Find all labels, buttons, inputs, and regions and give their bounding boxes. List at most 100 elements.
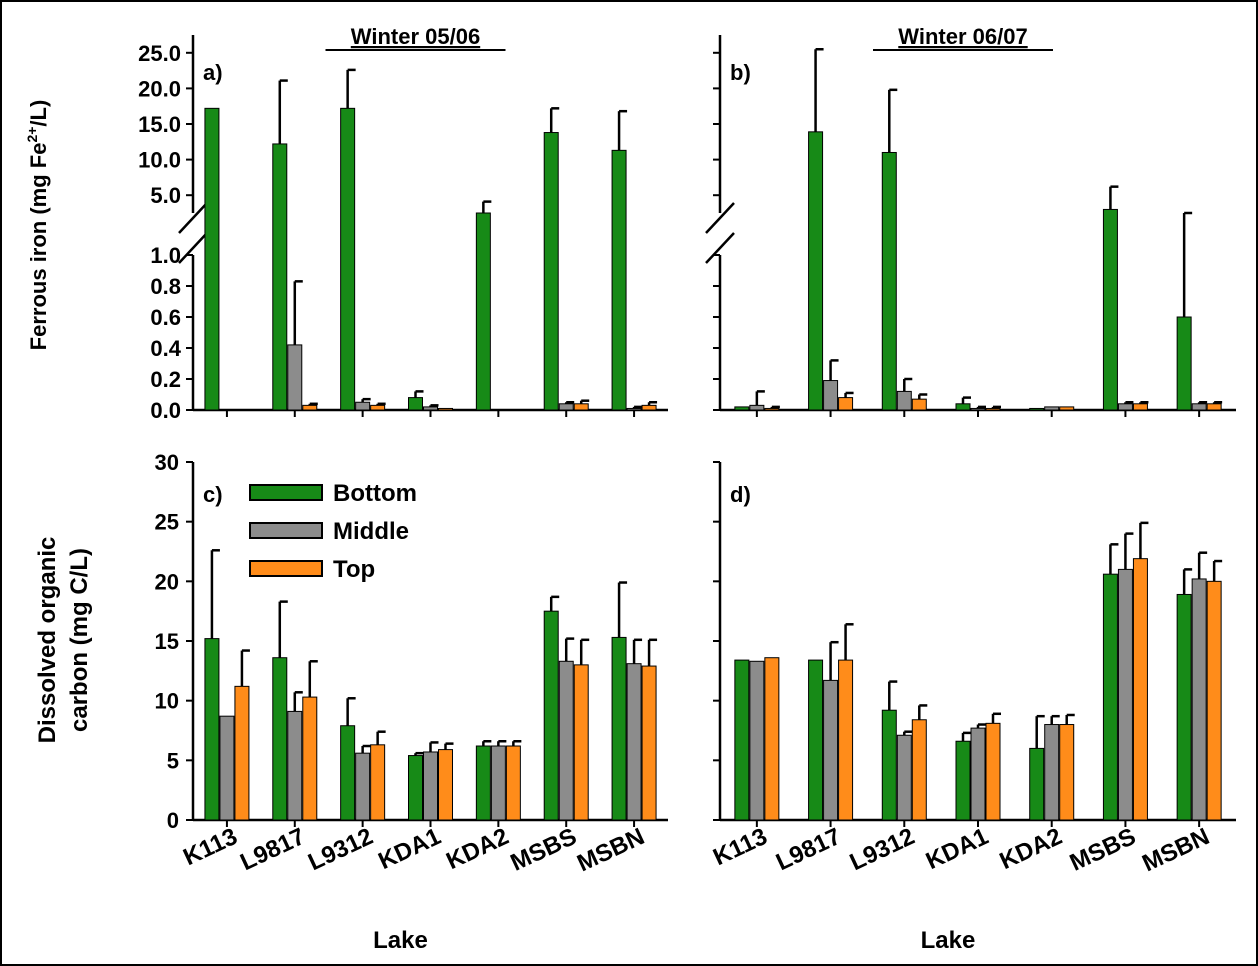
bar-b-msbs-bottom [1102, 208, 1118, 411]
bar-c-k113-middle [219, 715, 235, 821]
bar-d-kda2-bottom [1029, 747, 1045, 821]
axis-break-upper-b [705, 202, 735, 234]
legend-label-middle: Middle [333, 518, 409, 545]
bar-b-kda2-bottom [1029, 407, 1045, 411]
bar-d-kda1-middle [970, 727, 986, 821]
bar-d-l9312-bottom [881, 709, 897, 821]
axis-break-lower-b [705, 232, 735, 264]
bar-a-k113-bottom [204, 107, 220, 411]
bar-c-l9817-bottom [272, 657, 288, 821]
y-tick-label-6: 30 [155, 450, 179, 475]
bar-a-msbn-bottom [611, 149, 627, 411]
bar-c-msbs-middle [558, 660, 574, 821]
bar-a-l9312-top [370, 404, 386, 411]
panel-title-a: Winter 05/06 [351, 24, 480, 49]
bar-a-kda1-middle [423, 406, 438, 411]
bar-a-l9312-bottom [340, 107, 356, 411]
y-tick-label-lower-5: 1.0 [150, 243, 181, 268]
bar-c-l9312-middle [355, 752, 371, 821]
bar-b-l9817-middle [823, 380, 839, 411]
y-axis-label-doc-line1: Dissolved organic [34, 537, 61, 744]
bar-d-l9312-middle [896, 734, 912, 821]
bar-d-kda2-top [1059, 724, 1075, 821]
bar-c-kda1-top [438, 749, 453, 821]
y-tick-label-1: 5 [167, 748, 179, 773]
bar-c-msbn-middle [626, 663, 642, 821]
panel-label-c: c) [203, 482, 223, 507]
bar-c-kda2-top [505, 745, 521, 821]
bar-a-msbs-middle [558, 403, 574, 411]
axis-break-upper-a [178, 202, 208, 234]
y-axis-label-doc-line2: carbon (mg C/L) [66, 548, 93, 732]
bar-b-k113-middle [749, 404, 765, 411]
legend-swatch-top [249, 560, 323, 577]
bar-a-msbs-bottom [543, 132, 559, 411]
bar-a-l9817-bottom [272, 143, 288, 411]
bar-a-l9817-middle [287, 344, 303, 411]
y-tick-label-2: 10 [155, 689, 179, 714]
y-tick-label-lower-4: 0.8 [150, 274, 181, 299]
bar-b-l9312-bottom [881, 151, 897, 411]
y-axis-label-ferrous-iron-superscript: 2+ [24, 127, 40, 143]
y-tick-label-upper-2: 15.0 [138, 112, 181, 137]
bar-c-l9312-bottom [340, 725, 356, 821]
bar-c-k113-top [234, 685, 250, 821]
y-axis-label-ferrous-iron-main: Ferrous iron (mg Fe [26, 143, 51, 351]
y-tick-label-4: 20 [155, 569, 179, 594]
axis-break-lower-a [178, 232, 208, 264]
bar-a-msbn-top [641, 404, 657, 411]
bar-b-kda1-middle [970, 407, 986, 411]
bar-c-k113-bottom [204, 638, 220, 821]
y-tick-label-0: 0 [167, 808, 179, 833]
bar-b-msbs-middle [1117, 403, 1133, 411]
bar-c-kda1-middle [423, 751, 438, 821]
y-tick-label-lower-1: 0.2 [150, 367, 181, 392]
bar-b-msbn-middle [1191, 403, 1207, 411]
bar-d-k113-bottom [734, 659, 750, 821]
bar-d-k113-top [764, 657, 780, 821]
bar-b-k113-bottom [734, 406, 750, 411]
legend-swatch-bottom [249, 484, 323, 501]
bar-b-l9817-top [838, 397, 854, 411]
bar-a-msbn-middle [626, 407, 642, 411]
bar-b-kda2-top [1059, 406, 1075, 411]
bar-d-l9817-top [838, 659, 854, 821]
bar-c-msbn-top [641, 665, 657, 821]
bar-c-l9817-top [302, 696, 318, 821]
y-tick-label-lower-3: 0.6 [150, 305, 181, 330]
y-tick-label-upper-3: 20.0 [138, 76, 181, 101]
bar-b-l9312-middle [896, 390, 912, 411]
bar-d-l9817-middle [823, 679, 839, 821]
y-axis-label-ferrous-iron: Ferrous iron (mg Fe2+/L) [24, 100, 51, 351]
bar-c-kda2-bottom [475, 745, 491, 821]
y-tick-label-upper-4: 25.0 [138, 41, 181, 66]
bar-d-l9312-top [911, 719, 927, 821]
bar-d-msbn-middle [1191, 578, 1207, 821]
bar-b-msbn-bottom [1176, 316, 1192, 411]
bar-a-l9312-middle [355, 401, 371, 411]
bar-c-kda2-middle [490, 745, 506, 821]
bar-b-kda2-middle [1044, 406, 1060, 411]
bar-d-kda1-top [985, 722, 1001, 821]
bar-a-kda2-bottom [475, 212, 491, 411]
bar-c-msbs-bottom [543, 610, 559, 821]
bar-b-kda1-bottom [955, 403, 971, 411]
y-tick-label-lower-0: 0.0 [150, 398, 181, 423]
bar-a-kda1-bottom [408, 397, 423, 411]
y-tick-label-5: 25 [155, 510, 179, 535]
y-axis-label-ferrous-iron-tail: /L) [26, 100, 51, 127]
y-tick-label-upper-0: 5.0 [150, 183, 181, 208]
bar-d-msbn-top [1206, 580, 1222, 821]
legend-label-top: Top [333, 556, 375, 583]
bar-c-msbn-bottom [611, 636, 627, 821]
bar-d-kda2-middle [1044, 724, 1060, 821]
bar-b-msbs-top [1132, 403, 1148, 411]
panel-title-b: Winter 06/07 [898, 24, 1027, 49]
bar-c-l9817-middle [287, 710, 303, 821]
bar-b-msbn-top [1206, 403, 1222, 411]
y-tick-label-lower-2: 0.4 [150, 336, 181, 361]
bar-a-msbs-top [573, 403, 589, 411]
bar-d-msbs-bottom [1102, 573, 1118, 821]
bar-b-k113-top [764, 407, 780, 411]
panel-label-b: b) [730, 60, 751, 85]
